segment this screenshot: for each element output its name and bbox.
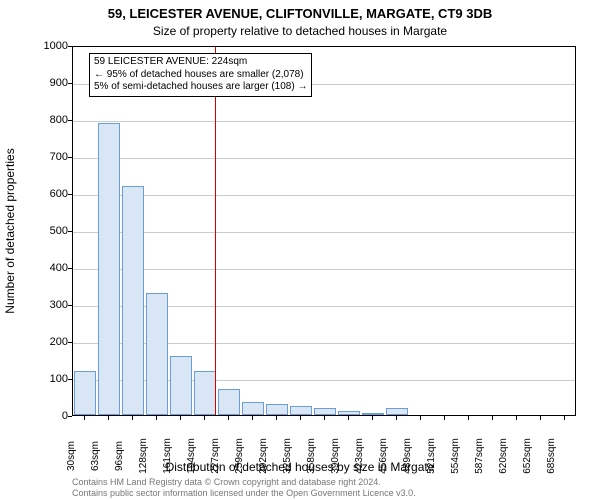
x-tick-mark — [420, 416, 421, 420]
y-tick-label: 1000 — [8, 40, 68, 52]
plot-area: 59 LEICESTER AVENUE: 224sqm← 95% of deta… — [72, 46, 576, 416]
footer-attribution: Contains HM Land Registry data © Crown c… — [72, 477, 416, 498]
y-tick-label: 100 — [8, 373, 68, 385]
y-tick-label: 700 — [8, 151, 68, 163]
chart-title-line2: Size of property relative to detached ho… — [0, 24, 600, 38]
reference-line — [215, 47, 216, 415]
gridline — [73, 121, 575, 122]
annotation-box: 59 LEICESTER AVENUE: 224sqm← 95% of deta… — [89, 53, 312, 97]
histogram-bar — [122, 186, 144, 415]
histogram-bar — [362, 413, 384, 415]
x-tick-mark — [372, 416, 373, 420]
x-tick-mark — [252, 416, 253, 420]
y-tick-mark — [68, 416, 72, 417]
x-tick-mark — [300, 416, 301, 420]
x-tick-mark — [468, 416, 469, 420]
x-tick-mark — [516, 416, 517, 420]
footer-line-2: Contains public sector information licen… — [72, 488, 416, 498]
annotation-line: 5% of semi-detached houses are larger (1… — [94, 81, 307, 94]
x-tick-mark — [228, 416, 229, 420]
histogram-bar — [98, 123, 120, 415]
histogram-bar — [242, 402, 264, 415]
x-tick-mark — [180, 416, 181, 420]
histogram-bar — [338, 411, 360, 415]
histogram-bar — [290, 406, 312, 415]
y-tick-label: 600 — [8, 188, 68, 200]
x-tick-mark — [276, 416, 277, 420]
y-tick-label: 400 — [8, 262, 68, 274]
gridline — [73, 158, 575, 159]
x-tick-mark — [492, 416, 493, 420]
x-axis-label: Distribution of detached houses by size … — [0, 460, 600, 474]
x-tick-mark — [108, 416, 109, 420]
y-tick-label: 500 — [8, 225, 68, 237]
x-tick-mark — [396, 416, 397, 420]
x-tick-mark — [84, 416, 85, 420]
x-tick-mark — [156, 416, 157, 420]
x-tick-mark — [540, 416, 541, 420]
gridline — [73, 269, 575, 270]
y-tick-label: 0 — [8, 410, 68, 422]
histogram-bar — [74, 371, 96, 415]
histogram-bar — [218, 389, 240, 415]
chart-title-line1: 59, LEICESTER AVENUE, CLIFTONVILLE, MARG… — [0, 6, 600, 21]
chart-root: 59, LEICESTER AVENUE, CLIFTONVILLE, MARG… — [0, 0, 600, 500]
x-tick-mark — [564, 416, 565, 420]
y-tick-label: 900 — [8, 77, 68, 89]
x-tick-mark — [444, 416, 445, 420]
histogram-bar — [314, 408, 336, 415]
annotation-line: ← 95% of detached houses are smaller (2,… — [94, 69, 307, 82]
histogram-bar — [170, 356, 192, 415]
histogram-bar — [266, 404, 288, 415]
gridline — [73, 195, 575, 196]
x-tick-mark — [348, 416, 349, 420]
x-tick-mark — [324, 416, 325, 420]
histogram-bar — [194, 371, 216, 415]
footer-line-1: Contains HM Land Registry data © Crown c… — [72, 477, 416, 487]
y-tick-label: 200 — [8, 336, 68, 348]
annotation-line: 59 LEICESTER AVENUE: 224sqm — [94, 56, 307, 69]
histogram-bar — [386, 408, 408, 415]
x-tick-mark — [132, 416, 133, 420]
gridline — [73, 232, 575, 233]
y-tick-label: 800 — [8, 114, 68, 126]
x-tick-mark — [204, 416, 205, 420]
histogram-bar — [146, 293, 168, 415]
y-tick-label: 300 — [8, 299, 68, 311]
